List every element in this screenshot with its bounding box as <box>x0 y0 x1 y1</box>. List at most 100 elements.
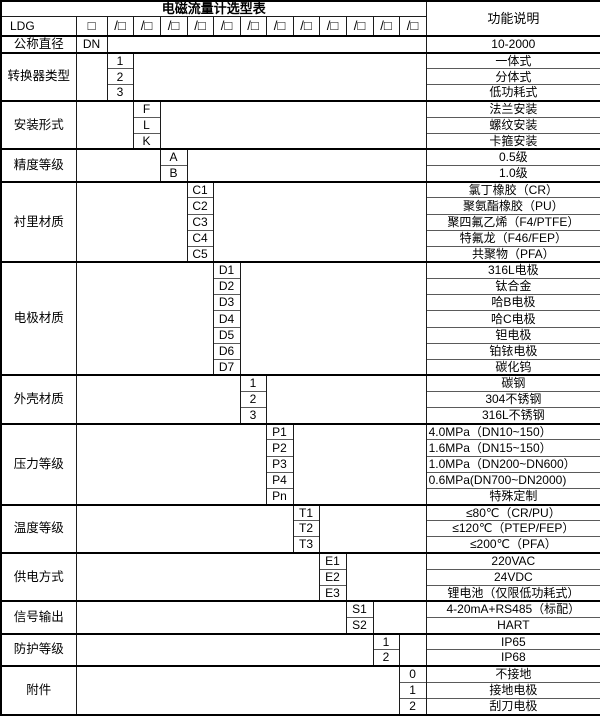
option-code: T1 <box>292 503 320 521</box>
option-code: 1 <box>372 632 400 650</box>
option-description: 卡箍安装 <box>425 132 600 150</box>
option-description: 共聚物（PFA） <box>425 245 600 263</box>
spacer-cell-right <box>160 100 427 150</box>
table-row: 公称直径 DN 10-2000 <box>1 35 600 53</box>
option-description: 法兰安装 <box>425 100 600 118</box>
option-code: 1 <box>398 681 427 699</box>
option-code: L <box>132 116 161 134</box>
table-row: E2 24VDC <box>1 568 600 586</box>
group-label: 公称直径 <box>1 35 77 53</box>
option-description: 1.6MPa（DN15~150） <box>425 439 600 457</box>
option-description: 碳钢 <box>425 374 600 392</box>
option-code: D1 <box>212 261 241 279</box>
option-description: 铂铱电极 <box>425 342 600 360</box>
spacer-cell-left <box>76 503 293 553</box>
option-description: 1.0MPa（DN200~DN600） <box>425 455 600 473</box>
option-description: 特殊定制 <box>425 487 600 505</box>
model-code-row: LDG □ /□/□/□/□/□/□/□/□/□/□/□/□ <box>1 16 600 37</box>
table-row: 1 接地电极 <box>1 681 600 699</box>
option-code: D2 <box>212 278 241 295</box>
option-code: T2 <box>292 520 320 537</box>
table-row: 3 316L不锈钢 <box>1 407 600 424</box>
option-code: 2 <box>239 391 267 408</box>
option-description: 0.6MPa(DN700~DN2000) <box>425 471 600 489</box>
table-row: 2 304不锈钢 <box>1 391 600 408</box>
table-row: C4 特氟龙（F46/FEP） <box>1 229 600 247</box>
option-description: 锂电池（仅限低功耗式） <box>425 584 600 602</box>
option-description: 钽电极 <box>425 326 600 344</box>
option-description: 1.0级 <box>425 165 600 182</box>
model-code-slot-box: /□ <box>212 16 241 37</box>
option-code: K <box>132 132 161 150</box>
option-code: E1 <box>318 551 347 570</box>
option-description: 接地电极 <box>425 681 600 699</box>
spacer-cell-right <box>187 148 427 182</box>
option-description: ≤80℃（CR/PU） <box>425 503 600 521</box>
option-code: C4 <box>186 229 214 247</box>
table-row: D7 碳化钨 <box>1 358 600 376</box>
option-description: IP68 <box>425 649 600 666</box>
spacer-cell-left <box>76 664 399 715</box>
spacer-cell-right <box>293 422 427 505</box>
spacer-cell-right <box>213 180 427 263</box>
option-description: 不接地 <box>425 664 600 683</box>
spacer-cell-right <box>319 503 427 553</box>
option-code: DN <box>75 35 108 53</box>
option-description: 聚氨酯橡胶（PU） <box>425 197 600 215</box>
option-code: D4 <box>212 310 241 327</box>
option-description: 低功耗式 <box>425 84 600 102</box>
model-code-slot-box: /□ <box>239 16 267 37</box>
option-description: 哈C电极 <box>425 310 600 327</box>
option-code: C1 <box>186 180 214 198</box>
table-row: 压力等级 P1 4.0MPa（DN10~150） <box>1 422 600 505</box>
option-description: 316L电极 <box>425 261 600 279</box>
table-row: 电极材质 D1 316L电极 <box>1 261 600 376</box>
table-row: Pn 特殊定制 <box>1 487 600 505</box>
option-code: C3 <box>186 213 214 231</box>
option-code: P4 <box>265 471 294 489</box>
option-description: 4.0MPa（DN10~150） <box>425 422 600 440</box>
spacer-cell-left <box>76 632 373 666</box>
option-description: 一体式 <box>425 51 600 69</box>
option-description: 碳化钨 <box>425 358 600 376</box>
table-row: 精度等级 A 0.5级 <box>1 148 600 182</box>
option-code: Pn <box>265 487 294 505</box>
page-title: 电磁流量计选型表 <box>1 1 427 17</box>
spacer-cell-left <box>76 148 160 182</box>
option-description: 304不锈钢 <box>425 391 600 408</box>
group-label: 电极材质 <box>1 261 77 376</box>
option-description: 氯丁橡胶（CR） <box>425 180 600 198</box>
spacer-cell-left <box>76 374 240 424</box>
table-row: 外壳材质 1 碳钢 <box>1 374 600 424</box>
option-description: ≤120℃（PTEP/FEP） <box>425 520 600 537</box>
model-code-label: LDG <box>1 16 77 37</box>
group-label: 防护等级 <box>1 632 77 666</box>
table-row: 2 刮刀电极 <box>1 697 600 715</box>
model-code-slot-box: /□ <box>345 16 374 37</box>
title-row: 电磁流量计选型表 功能说明 <box>1 1 600 37</box>
table-row: D3 哈B电极 <box>1 294 600 311</box>
option-code: 3 <box>239 407 267 424</box>
table-row: 附件 0 不接地 <box>1 664 600 715</box>
spacer-cell-right <box>107 35 427 53</box>
model-code-slot-box: /□ <box>106 16 134 37</box>
table-row: 衬里材质 C1 氯丁橡胶（CR） <box>1 180 600 263</box>
option-code: 2 <box>106 68 134 85</box>
model-code-first-box: □ <box>75 16 108 37</box>
table-row: E3 锂电池（仅限低功耗式） <box>1 584 600 602</box>
group-label: 附件 <box>1 664 77 715</box>
model-code-slot-box: /□ <box>186 16 214 37</box>
option-description: 4-20mA+RS485（标配） <box>425 600 600 618</box>
option-code: A <box>159 148 188 166</box>
option-description: 分体式 <box>425 68 600 85</box>
group-label: 压力等级 <box>1 422 77 505</box>
option-code: S1 <box>345 600 374 618</box>
group-label: 衬里材质 <box>1 180 77 263</box>
table-row: 安装形式 F 法兰安装 <box>1 100 600 150</box>
spacer-cell-right <box>373 600 427 634</box>
spacer-cell-left <box>76 551 319 602</box>
model-code-slot-box: /□ <box>132 16 161 37</box>
option-description: 220VAC <box>425 551 600 570</box>
spacer-cell-right <box>240 261 427 376</box>
